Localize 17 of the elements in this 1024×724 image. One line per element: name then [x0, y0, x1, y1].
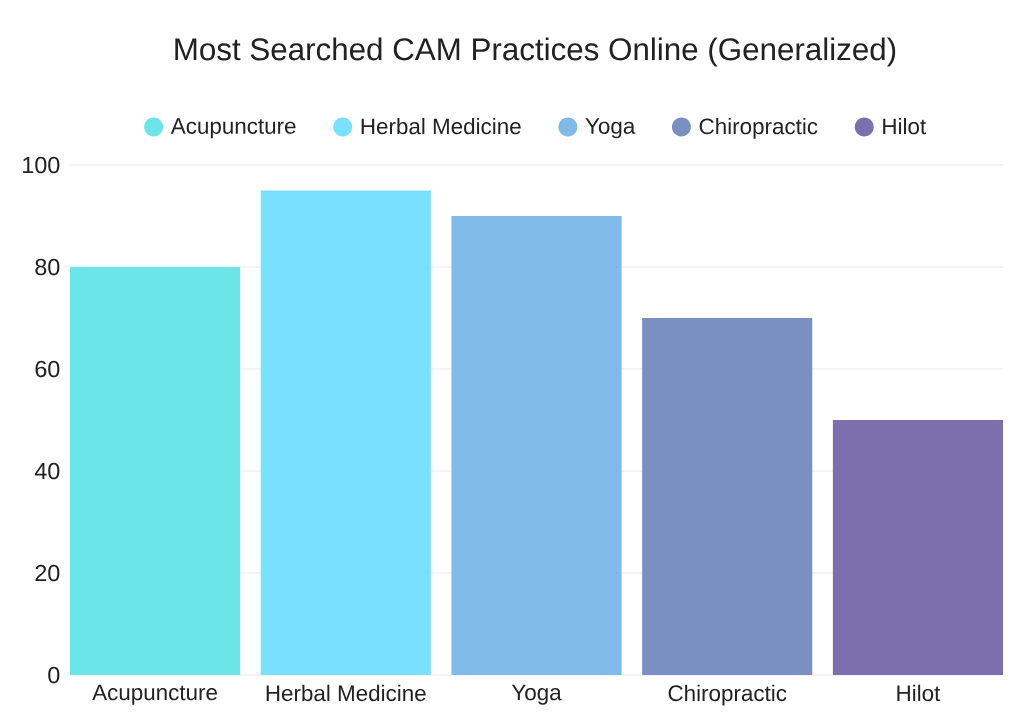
legend-label: Herbal Medicine — [361, 117, 521, 135]
legend-label: Chiropractic — [699, 117, 818, 139]
x-tick-label: Acupuncture — [92, 684, 217, 705]
x-tick-label: Yoga — [511, 684, 562, 705]
x-tick-label: Chiropractic — [668, 684, 787, 706]
y-tick-label: 20 — [35, 564, 60, 582]
y-tick-label: 100 — [23, 156, 60, 174]
y-tick-label: 0 — [48, 666, 60, 684]
legend-label: Yoga — [585, 118, 636, 139]
y-tick-label: 60 — [35, 360, 60, 378]
legend-label: Acupuncture — [170, 118, 296, 139]
legend-label: Hilot — [883, 117, 926, 135]
x-tick-label: Herbal Medicine — [266, 684, 426, 702]
chart-title: Most Searched CAM Practices Online (Generalized) — [175, 37, 896, 67]
y-tick-label: 80 — [35, 258, 60, 276]
y-tick-label: 40 — [34, 462, 60, 480]
x-tick-label: Hilot — [897, 684, 941, 702]
